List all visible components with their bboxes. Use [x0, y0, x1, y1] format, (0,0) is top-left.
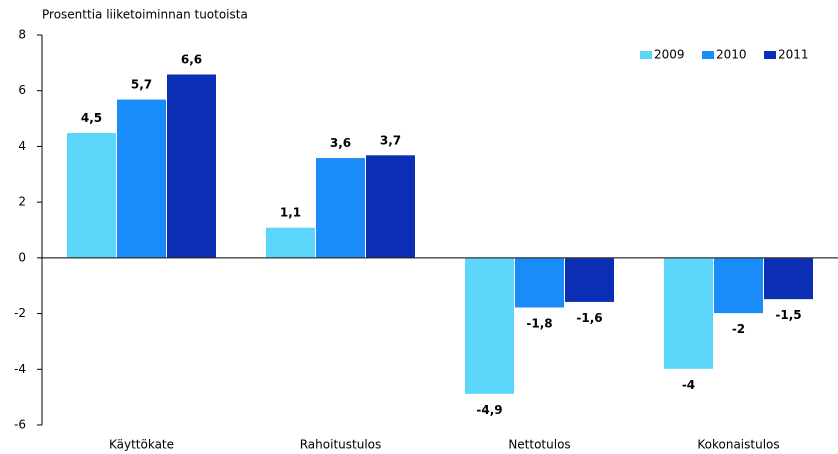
value-label: -1,6: [576, 311, 602, 325]
y-tick-label: 2: [18, 195, 26, 209]
bar: [514, 257, 565, 309]
x-tick-label: Rahoitustulos: [300, 438, 382, 452]
value-label: 3,7: [380, 133, 401, 147]
legend-swatch: [764, 51, 776, 59]
x-tick-label: Kokonaistulos: [697, 438, 779, 452]
x-tick-label: Nettotulos: [508, 438, 570, 452]
bar: [66, 132, 117, 259]
bar: [166, 73, 217, 259]
value-label: 5,7: [131, 78, 152, 92]
value-label: 4,5: [81, 111, 102, 125]
y-tick-label: -6: [14, 418, 26, 432]
bar: [464, 257, 515, 395]
y-tick-label: -4: [14, 362, 26, 376]
bar: [116, 98, 167, 259]
y-tick-label: 6: [18, 83, 26, 97]
legend-swatch: [702, 51, 714, 59]
bar: [713, 257, 764, 315]
bar: [663, 257, 714, 370]
bar: [365, 154, 416, 259]
bar: [265, 226, 316, 259]
value-label: -4,9: [476, 403, 502, 417]
y-axis-label: Prosenttia liiketoiminnan tuotoista: [42, 8, 248, 22]
value-label: 3,6: [330, 136, 351, 150]
value-label: -4: [682, 378, 695, 392]
y-tick-label: 0: [18, 250, 26, 264]
x-tick-label: Käyttökate: [109, 438, 174, 452]
y-tick-label: 8: [18, 28, 26, 42]
bar: [763, 257, 814, 301]
value-label: 6,6: [181, 53, 202, 67]
bar: [315, 157, 366, 259]
value-label: -1,5: [775, 308, 801, 322]
legend-label: 2009: [654, 48, 685, 62]
bar: [564, 257, 615, 303]
legend-swatch: [640, 51, 652, 59]
value-label: -2: [732, 322, 745, 336]
value-label: -1,8: [526, 317, 552, 331]
y-tick-label: 4: [18, 139, 26, 153]
legend-label: 2011: [778, 48, 809, 62]
value-label: 1,1: [280, 206, 301, 220]
legend-label: 2010: [716, 48, 747, 62]
y-tick-label: -2: [14, 306, 26, 320]
